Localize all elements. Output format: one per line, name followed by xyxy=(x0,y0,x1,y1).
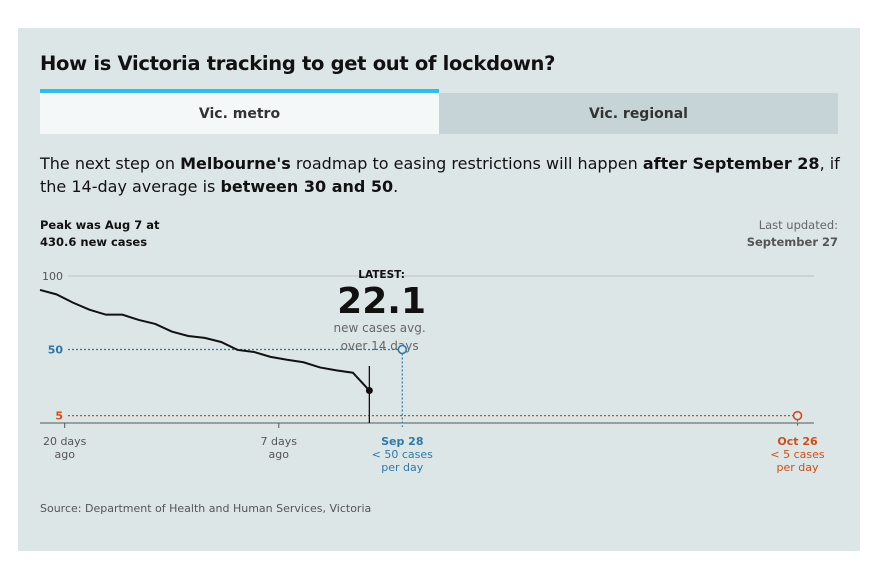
intro-part: . xyxy=(393,177,399,196)
intro-text: The next step on Melbourne's roadmap to … xyxy=(40,152,840,198)
y-tick-label: 100 xyxy=(42,270,63,283)
last-updated-date: September 27 xyxy=(746,235,838,249)
source-note: Source: Department of Health and Human S… xyxy=(40,502,372,515)
series-line xyxy=(39,288,371,392)
peak-line-2: 430.6 new cases xyxy=(40,235,148,249)
page-title: How is Victoria tracking to get out of l… xyxy=(40,52,556,75)
milestone-date-0: Sep 28 xyxy=(381,435,423,448)
last-updated: Last updated: September 27 xyxy=(747,217,838,251)
x-tick-sublabel-0: ago xyxy=(54,448,75,461)
latest-sub-1: new cases avg. xyxy=(334,321,426,335)
intro-part: roadmap to easing restrictions will happ… xyxy=(290,154,643,173)
x-tick-label-1: 7 days xyxy=(261,435,298,448)
milestone-line3-0: per day xyxy=(381,461,423,474)
milestone-date-1: Oct 26 xyxy=(777,435,818,448)
intro-part: The next step on xyxy=(40,154,181,173)
milestone-line2-1: < 5 cases xyxy=(770,448,824,461)
y-tick-label: 50 xyxy=(48,344,64,357)
milestone-point-1 xyxy=(792,410,803,421)
tab-vic-regional[interactable]: Vic. regional xyxy=(439,93,838,134)
latest-value: 22.1 xyxy=(337,281,426,322)
x-tick-label-0: 20 days xyxy=(43,435,87,448)
latest-label: LATEST: xyxy=(358,269,405,281)
milestone-point-0 xyxy=(397,344,408,355)
x-tick-sublabel-1: ago xyxy=(269,448,290,461)
latest-sub-2: over 14 days xyxy=(341,339,419,353)
intro-part: , if the 14-day average is xyxy=(40,154,840,196)
last-updated-label: Last updated: xyxy=(758,218,838,232)
intro-date: after September 28 xyxy=(642,154,820,173)
intro-range: between 30 and 50 xyxy=(220,177,394,196)
milestone-line3-1: per day xyxy=(777,461,819,474)
peak-line-1: Peak was Aug 7 at xyxy=(40,218,160,232)
y-tick-label: 5 xyxy=(55,410,63,423)
intro-city: Melbourne's xyxy=(180,154,291,173)
tab-vic-metro[interactable]: Vic. metro xyxy=(40,89,439,134)
latest-point xyxy=(365,387,373,395)
milestone-line2-0: < 50 cases xyxy=(372,448,433,461)
tracker-card: How is Victoria tracking to get out of l… xyxy=(18,28,860,551)
peak-note: Peak was Aug 7 at 430.6 new cases xyxy=(40,217,159,251)
